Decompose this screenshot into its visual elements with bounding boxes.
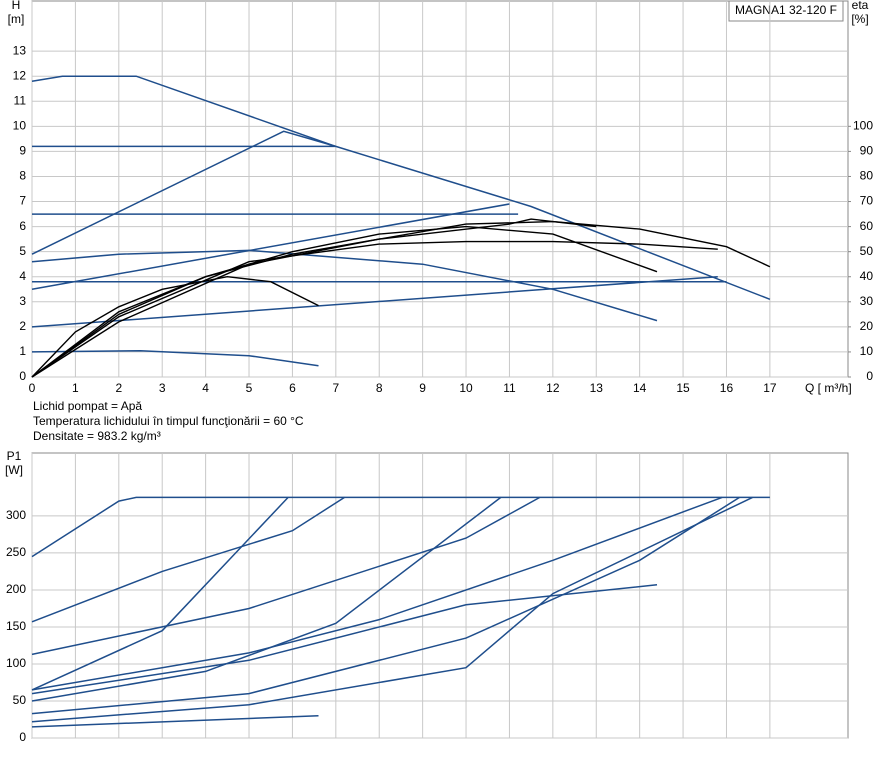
y2-tick-label: 90: [860, 144, 874, 158]
y-tick-label: 5: [19, 244, 26, 258]
annotation: Temperatura lichidului în timpul funcţio…: [33, 414, 304, 428]
curve: [31, 249, 658, 322]
y2-unit: [%]: [851, 12, 868, 26]
plot-frame: [31, 452, 849, 739]
y2-tick-label: 70: [860, 194, 874, 208]
x-label: Q [ m³/h]: [805, 381, 852, 395]
curve: [31, 75, 771, 300]
curve: [31, 496, 723, 691]
y-tick-label: 3: [19, 294, 26, 308]
curve: [31, 715, 319, 728]
curve: [31, 225, 658, 378]
x-tick-label: 2: [115, 381, 122, 395]
x-tick-label: 1: [72, 381, 79, 395]
y-unit: [m]: [8, 12, 25, 26]
x-tick-label: 4: [202, 381, 209, 395]
curve: [31, 130, 337, 255]
x-tick-label: 11: [503, 381, 516, 395]
curve: [31, 349, 319, 367]
x-tick-label: 7: [332, 381, 339, 395]
y-unit: [W]: [5, 463, 23, 477]
y-tick-label: 12: [13, 68, 27, 82]
y-tick-label: 10: [13, 119, 27, 133]
curve: [31, 275, 718, 328]
x-tick-label: 14: [633, 381, 647, 395]
y-label: H: [12, 0, 21, 12]
y-tick-label: 50: [13, 693, 27, 707]
x-tick-label: 3: [159, 381, 166, 395]
y2-tick-label: 100: [853, 119, 873, 133]
x-tick-label: 13: [590, 381, 604, 395]
x-tick-label: 17: [763, 381, 777, 395]
x-tick-label: 15: [676, 381, 690, 395]
y2-tick-label: 20: [860, 319, 874, 333]
y-tick-label: 11: [14, 93, 27, 107]
x-tick-label: 8: [376, 381, 383, 395]
chart-title: MAGNA1 32-120 F: [735, 3, 837, 17]
curve: [31, 496, 753, 723]
y-tick-label: 150: [6, 619, 26, 633]
annotation: Densitate = 983.2 kg/m³: [33, 429, 161, 443]
annotation: Lichid pompat = Apă: [33, 399, 142, 413]
y-tick-label: 8: [19, 169, 26, 183]
y-tick-label: 2: [19, 319, 26, 333]
y-label: P1: [7, 449, 22, 463]
plot-frame: [31, 0, 849, 378]
x-tick-label: 0: [29, 381, 36, 395]
curve: [31, 220, 771, 378]
y-tick-label: 6: [19, 219, 26, 233]
y-tick-label: 0: [19, 730, 26, 744]
y-tick-label: 13: [13, 43, 27, 57]
y-tick-label: 250: [6, 545, 26, 559]
curve: [31, 496, 740, 715]
y-tick-label: 1: [19, 344, 26, 358]
y-tick-label: 100: [6, 656, 26, 670]
x-tick-label: 12: [546, 381, 560, 395]
curve: [31, 496, 345, 623]
y2-tick-label: 50: [860, 244, 874, 258]
y2-tick-label: 10: [860, 344, 874, 358]
y2-tick-label: 60: [860, 219, 874, 233]
x-tick-label: 5: [246, 381, 253, 395]
y2-label: eta: [852, 0, 869, 12]
x-tick-label: 10: [459, 381, 473, 395]
y2-tick-label: 40: [860, 269, 874, 283]
y-tick-label: 200: [6, 582, 26, 596]
y-tick-label: 300: [6, 508, 26, 522]
y-tick-label: 0: [19, 369, 26, 383]
y2-tick-label: 0: [866, 369, 873, 383]
y-tick-label: 9: [19, 144, 26, 158]
y2-tick-label: 30: [860, 294, 874, 308]
y-tick-label: 4: [19, 269, 26, 283]
curve: [31, 275, 319, 378]
curve: [31, 496, 502, 702]
x-tick-label: 6: [289, 381, 296, 395]
curve: [31, 218, 597, 378]
curve: [31, 240, 718, 378]
y2-tick-label: 80: [860, 169, 874, 183]
curve: [31, 496, 289, 691]
curve: [31, 584, 658, 695]
x-tick-label: 16: [720, 381, 734, 395]
y-tick-label: 7: [19, 194, 26, 208]
curve: [31, 496, 541, 656]
curve: [31, 203, 510, 291]
curve: [31, 496, 770, 558]
x-tick-label: 9: [419, 381, 426, 395]
